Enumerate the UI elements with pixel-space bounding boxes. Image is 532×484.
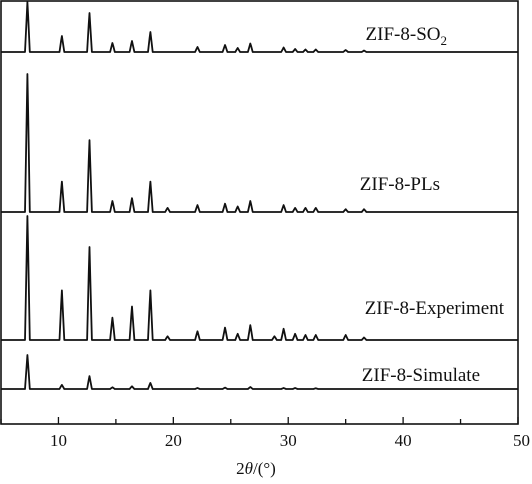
ticks-layer: 10 20 30 40 50 — [0, 417, 530, 450]
series-line-1 — [1, 73, 518, 213]
series-line-2 — [1, 215, 518, 341]
series-line-0 — [1, 1, 518, 53]
x-tick-label: 20 — [165, 431, 182, 450]
x-tick-label: 10 — [50, 431, 67, 450]
x-tick-label: 40 — [395, 431, 412, 450]
labels-layer: ZIF-8-SO2 ZIF-8-PLs ZIF-8-Experiment ZIF-8-… — [360, 24, 505, 386]
series-label-3: ZIF-8-Simulate — [362, 365, 480, 386]
x-tick-label: 30 — [280, 431, 297, 450]
x-axis-title: 2θ/(°) — [236, 459, 276, 478]
x-tick-label: 50 — [513, 431, 530, 450]
series-layer — [1, 1, 518, 390]
series-label-1: ZIF-8-PLs — [360, 174, 440, 195]
series-line-3 — [1, 354, 518, 390]
series-label-2: ZIF-8-Experiment — [365, 298, 505, 319]
series-label-0: ZIF-8-SO2 — [366, 24, 447, 48]
